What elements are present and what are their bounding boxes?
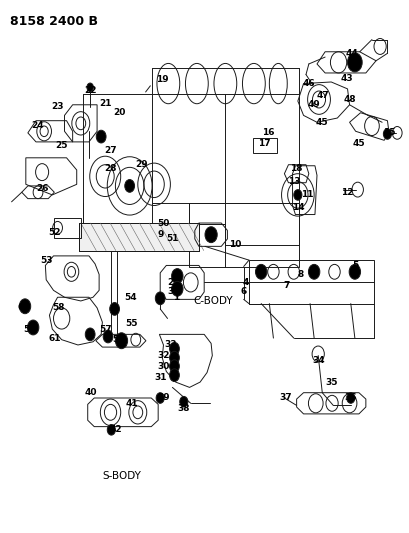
Circle shape xyxy=(346,393,354,403)
Text: 53: 53 xyxy=(40,256,53,265)
Circle shape xyxy=(308,264,319,279)
Text: 34: 34 xyxy=(311,357,324,366)
Circle shape xyxy=(85,328,95,341)
Text: 26: 26 xyxy=(36,183,48,192)
Text: 58: 58 xyxy=(52,303,65,312)
Text: 20: 20 xyxy=(113,108,126,117)
Text: 47: 47 xyxy=(316,91,329,100)
Text: 44: 44 xyxy=(345,49,358,58)
Circle shape xyxy=(27,320,39,335)
Text: 61: 61 xyxy=(48,334,61,343)
Text: 19: 19 xyxy=(155,75,168,84)
Circle shape xyxy=(293,190,301,200)
Text: 46: 46 xyxy=(302,79,315,88)
Text: 49: 49 xyxy=(307,100,320,109)
Text: 33: 33 xyxy=(164,341,176,350)
Text: S-BODY: S-BODY xyxy=(102,471,141,481)
Bar xyxy=(79,223,198,251)
Text: 57: 57 xyxy=(99,325,111,334)
Text: 8158 2400 B: 8158 2400 B xyxy=(9,15,97,28)
Text: 29: 29 xyxy=(135,160,148,169)
Text: 7: 7 xyxy=(283,280,289,289)
Text: 15: 15 xyxy=(382,128,394,138)
Text: 13: 13 xyxy=(288,177,300,186)
Text: 51: 51 xyxy=(166,235,178,244)
Circle shape xyxy=(171,269,182,284)
Text: 5: 5 xyxy=(352,261,358,270)
Circle shape xyxy=(156,393,164,403)
Circle shape xyxy=(169,369,179,382)
Bar xyxy=(252,138,276,153)
Text: 59: 59 xyxy=(23,325,35,334)
Text: 52: 52 xyxy=(48,228,61,237)
Bar xyxy=(248,260,373,304)
Text: 55: 55 xyxy=(125,319,137,328)
Circle shape xyxy=(348,264,360,279)
Text: 38: 38 xyxy=(177,404,190,413)
Circle shape xyxy=(179,397,187,407)
Text: 11: 11 xyxy=(300,190,312,199)
Text: 12: 12 xyxy=(340,188,353,197)
Text: 9: 9 xyxy=(157,230,163,239)
Text: 39: 39 xyxy=(157,393,169,402)
Text: 14: 14 xyxy=(292,203,304,212)
Text: 37: 37 xyxy=(279,393,291,402)
Circle shape xyxy=(96,130,106,143)
Circle shape xyxy=(204,227,217,243)
Text: 17: 17 xyxy=(257,139,270,148)
Text: 23: 23 xyxy=(51,102,64,111)
Text: 54: 54 xyxy=(124,293,137,302)
Text: 2: 2 xyxy=(167,278,173,287)
Circle shape xyxy=(155,292,165,305)
Text: 16: 16 xyxy=(261,128,274,138)
Circle shape xyxy=(19,299,31,314)
Text: 31: 31 xyxy=(154,373,166,382)
Circle shape xyxy=(115,333,127,349)
Text: 27: 27 xyxy=(104,147,117,156)
Text: 21: 21 xyxy=(99,99,111,108)
Text: 6: 6 xyxy=(240,287,246,296)
Circle shape xyxy=(107,424,115,435)
Text: 28: 28 xyxy=(104,164,117,173)
Circle shape xyxy=(169,351,179,364)
Text: 60: 60 xyxy=(18,303,30,312)
Text: 35: 35 xyxy=(324,377,337,386)
Text: 41: 41 xyxy=(125,399,138,408)
Circle shape xyxy=(169,342,179,355)
Text: 36: 36 xyxy=(344,393,356,402)
Text: 45: 45 xyxy=(352,139,364,148)
Circle shape xyxy=(171,281,182,296)
Text: 24: 24 xyxy=(31,122,44,131)
Text: 43: 43 xyxy=(339,74,352,83)
Circle shape xyxy=(347,53,361,72)
Bar xyxy=(54,217,81,238)
Text: 42: 42 xyxy=(109,425,121,434)
Text: C-BODY: C-BODY xyxy=(193,296,232,306)
Text: 8: 8 xyxy=(297,270,303,279)
Text: 32: 32 xyxy=(157,351,169,360)
Circle shape xyxy=(110,303,119,316)
Text: 40: 40 xyxy=(85,388,97,397)
Bar xyxy=(188,203,298,266)
Text: 3: 3 xyxy=(167,287,173,296)
Circle shape xyxy=(124,180,134,192)
Text: 25: 25 xyxy=(55,141,68,150)
Text: 4: 4 xyxy=(242,278,248,287)
Circle shape xyxy=(382,128,391,139)
Text: 50: 50 xyxy=(157,219,169,228)
Text: 1: 1 xyxy=(173,293,179,302)
Text: 30: 30 xyxy=(157,362,169,370)
Text: 22: 22 xyxy=(85,86,97,95)
Circle shape xyxy=(103,330,113,343)
Bar xyxy=(79,223,198,251)
Text: 56: 56 xyxy=(112,335,125,344)
Text: 10: 10 xyxy=(229,240,241,249)
Text: 48: 48 xyxy=(342,95,355,104)
Circle shape xyxy=(87,83,93,92)
Text: 18: 18 xyxy=(290,164,302,173)
Circle shape xyxy=(169,360,179,373)
Text: 45: 45 xyxy=(315,118,328,127)
Circle shape xyxy=(255,264,266,279)
